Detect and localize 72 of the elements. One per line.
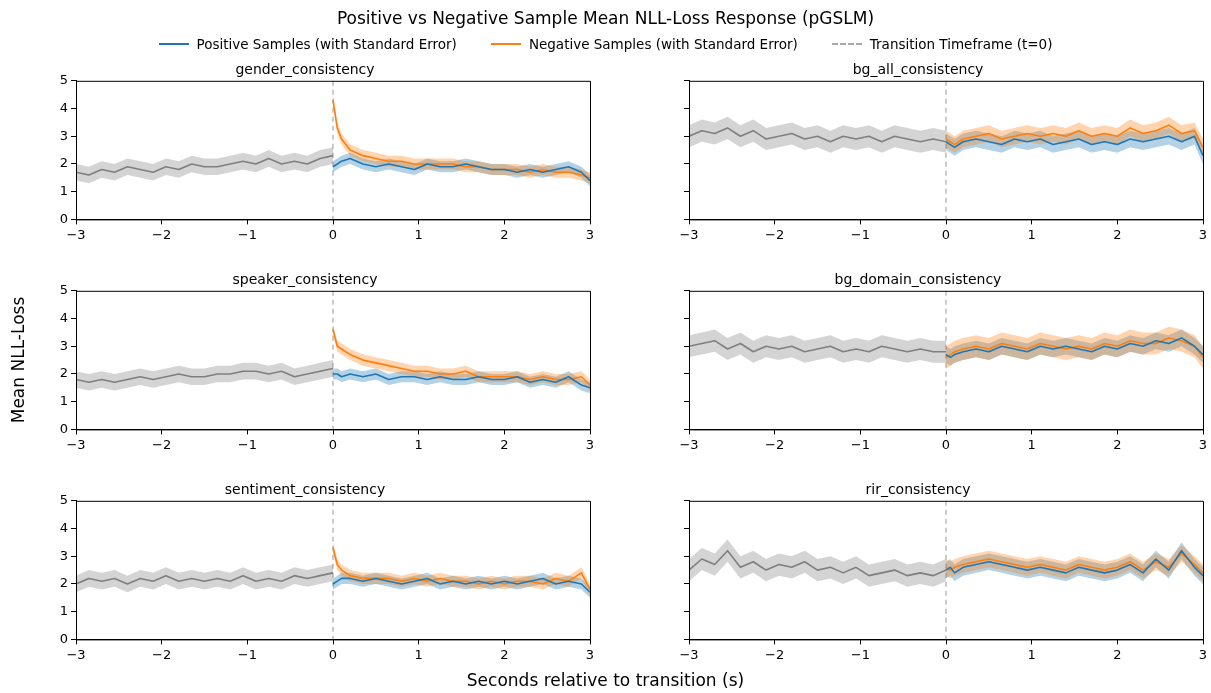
x-tick-label: 1 [414, 436, 423, 452]
y-tick-label: 4 [59, 519, 68, 535]
y-tick-label: 1 [59, 603, 68, 619]
chart-subtitle: gender_consistency [235, 61, 375, 78]
legend-label: Transition Timeframe (t=0) [869, 36, 1053, 52]
x-tick-label: −3 [679, 226, 699, 242]
x-tick-label: −3 [66, 646, 86, 662]
x-tick-label: 0 [328, 646, 338, 662]
x-tick-label: 2 [1113, 226, 1122, 242]
x-tick-label: 3 [585, 226, 595, 242]
x-tick-label: −2 [152, 646, 172, 662]
x-tick-label: −1 [850, 226, 870, 242]
x-tick-label: −3 [679, 436, 699, 452]
x-tick-label: −2 [152, 436, 172, 452]
x-tick-label: 0 [328, 226, 338, 242]
x-tick-label: −1 [237, 226, 257, 242]
y-tick-label: 4 [59, 99, 68, 115]
x-tick-label: −1 [237, 436, 257, 452]
x-tick-label: 3 [1198, 646, 1208, 662]
y-tick-label: 1 [59, 183, 68, 199]
y-tick-label: 5 [59, 72, 68, 88]
y-tick-label: 5 [59, 282, 68, 298]
legend-label: Positive Samples (with Standard Error) [196, 36, 457, 52]
y-tick-label: 5 [59, 492, 68, 508]
y-tick-label: 1 [59, 393, 68, 409]
y-tick-label: 0 [59, 630, 68, 646]
legend-label: Negative Samples (with Standard Error) [528, 36, 798, 52]
x-tick-label: −2 [765, 436, 785, 452]
x-tick-label: 1 [1027, 436, 1036, 452]
x-tick-label: −2 [765, 226, 785, 242]
y-tick-label: 2 [59, 365, 68, 381]
chart-title: rir_consistency [865, 481, 971, 498]
y-tick-label: 0 [59, 420, 68, 436]
x-tick-label: 3 [1198, 226, 1208, 242]
x-tick-label: −3 [66, 436, 86, 452]
x-tick-label: −3 [679, 646, 699, 662]
x-tick-label: 2 [500, 646, 509, 662]
y-axis-title: Mean NLL-Loss [8, 296, 28, 424]
y-tick-label: 3 [59, 337, 68, 353]
x-tick-label: 2 [1113, 436, 1122, 452]
x-tick-label: 3 [585, 646, 595, 662]
chart-title: speaker_consistency [232, 271, 378, 288]
chart-title: sentiment_consistency [224, 481, 386, 498]
x-tick-label: −1 [850, 646, 870, 662]
x-tick-label: 0 [941, 436, 951, 452]
x-tick-label: 0 [941, 646, 951, 662]
y-tick-label: 3 [59, 547, 68, 563]
x-tick-label: 1 [414, 226, 423, 242]
x-axis-title: Seconds relative to transition (s) [465, 670, 746, 690]
y-tick-label: 2 [59, 575, 68, 591]
chart-title: bg_domain_consistency [834, 271, 1002, 288]
x-tick-label: 2 [1113, 646, 1122, 662]
x-tick-label: 1 [1027, 226, 1036, 242]
x-tick-label: 0 [941, 226, 951, 242]
x-tick-label: −2 [152, 226, 172, 242]
x-tick-label: 1 [414, 646, 423, 662]
x-tick-label: −3 [66, 226, 86, 242]
chart-title: Positive vs Negative Sample Mean NLL-Loss Response (pGSLM) [335, 8, 876, 28]
x-tick-label: 2 [500, 436, 509, 452]
x-tick-label: −1 [850, 436, 870, 452]
y-tick-label: 3 [59, 127, 68, 143]
y-tick-label: 0 [59, 210, 68, 226]
x-tick-label: 1 [1027, 646, 1036, 662]
x-tick-label: −2 [765, 646, 785, 662]
y-tick-label: 2 [59, 155, 68, 171]
x-tick-label: 3 [585, 436, 595, 452]
x-tick-label: 2 [500, 226, 509, 242]
x-tick-label: 3 [1198, 436, 1208, 452]
x-tick-label: −1 [237, 646, 257, 662]
chart-title: bg_all_consistency [852, 61, 984, 78]
y-tick-label: 4 [59, 309, 68, 325]
x-tick-label: 0 [328, 436, 338, 452]
